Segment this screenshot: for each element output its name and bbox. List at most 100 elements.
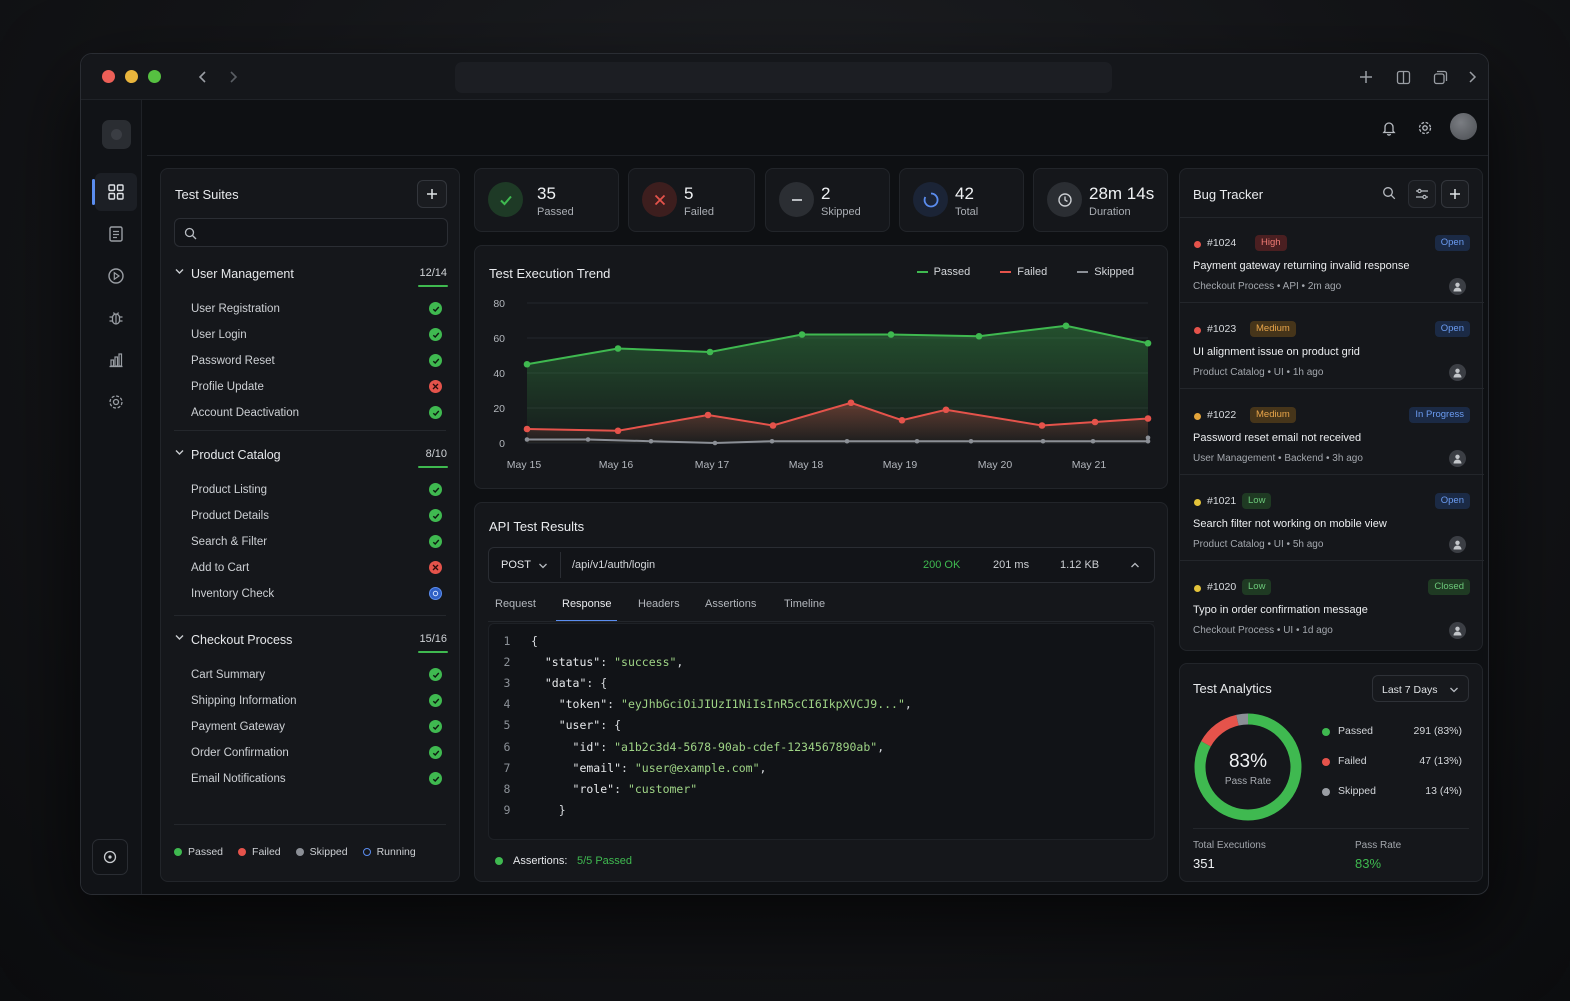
data-point[interactable] [887,331,895,338]
data-point[interactable] [1145,438,1151,444]
address-bar[interactable] [455,62,1112,93]
data-point[interactable] [523,425,531,433]
tab-headers[interactable]: Headers [638,598,680,610]
endpoint-url[interactable]: /api/v1/auth/login [572,559,656,571]
data-point[interactable] [704,411,712,419]
bug-item[interactable]: #1023 Medium Open UI alignment issue on pro… [1180,304,1484,389]
data-point[interactable] [614,345,622,352]
suite-item[interactable]: Payment Gateway [174,714,448,740]
sidebar-item-bugs[interactable] [95,299,137,337]
bug-item[interactable]: #1020 Low Closed Typo in order confirmation… [1180,562,1484,647]
data-point[interactable] [769,438,775,444]
data-point[interactable] [1144,339,1152,347]
chevron-down-icon[interactable] [174,447,185,458]
sidebar-item-reports[interactable] [95,215,137,253]
status-badge[interactable]: Closed [1428,579,1470,595]
data-point[interactable] [898,416,906,424]
suite-group-header[interactable]: Product Catalog 8/10 [174,445,448,468]
bug-item[interactable]: #1022 Medium In Progress Password reset ema… [1180,390,1484,475]
data-point[interactable] [968,438,974,444]
sidebar-item-dashboard[interactable] [92,173,137,211]
add-bug-button[interactable] [1441,180,1469,208]
suite-item[interactable]: Search & Filter [174,529,448,555]
status-badge[interactable]: Open [1434,493,1470,509]
date-range-select[interactable]: Last 7 Days [1372,675,1469,702]
response-body[interactable]: 1{2 "status": "success", 3 "data": {4 "to… [488,623,1155,840]
bug-item[interactable]: #1024 High Open Payment gateway returning i… [1180,218,1484,303]
data-point[interactable] [975,332,983,340]
data-point[interactable] [614,427,622,435]
suite-group-header[interactable]: User Management 12/14 [174,264,448,287]
tabs-overview-icon[interactable] [1429,66,1451,88]
suite-item[interactable]: Email Notifications [174,766,448,792]
minimize-window-button[interactable] [125,70,138,83]
suite-group-header[interactable]: Checkout Process 15/16 [174,630,448,653]
suite-item[interactable]: User Login [174,322,448,348]
sidebar-item-settings[interactable] [95,383,137,421]
donut-slice-skipped[interactable] [1194,713,1302,821]
chevron-right-icon[interactable] [1461,66,1483,88]
tab-response[interactable]: Response [562,598,612,610]
user-avatar-icon[interactable] [1449,364,1466,381]
user-avatar-icon[interactable] [1449,536,1466,553]
suite-item[interactable]: Product Listing [174,477,448,503]
maximize-window-button[interactable] [148,70,161,83]
suite-item[interactable]: Inventory Check [174,581,448,607]
search-input[interactable] [174,218,448,247]
suite-item[interactable]: Add to Cart [174,555,448,581]
tab-timeline[interactable]: Timeline [784,598,826,610]
suite-item[interactable]: Shipping Information [174,688,448,714]
data-point[interactable] [1145,435,1151,441]
suite-item[interactable]: Profile Update [174,374,448,400]
data-point[interactable] [1091,418,1099,426]
data-point[interactable] [798,331,806,338]
tab-request[interactable]: Request [495,598,536,610]
bug-item[interactable]: #1021 Low Open Search filter not working on… [1180,476,1484,561]
data-point[interactable] [942,406,950,414]
data-point[interactable] [1062,322,1070,330]
close-window-button[interactable] [102,70,115,83]
suite-item[interactable]: Product Details [174,503,448,529]
suite-item[interactable]: Account Deactivation [174,400,448,426]
data-point[interactable] [706,348,714,356]
data-point[interactable] [523,360,531,368]
sidebar-toggle-icon[interactable] [1392,66,1414,88]
data-point[interactable] [914,438,920,444]
user-avatar-icon[interactable] [1449,278,1466,295]
data-point[interactable] [1038,422,1046,429]
chevron-down-icon[interactable] [174,266,185,277]
chevron-down-icon[interactable] [538,562,548,570]
new-tab-icon[interactable] [1355,66,1377,88]
bell-icon[interactable] [1379,118,1399,138]
data-point[interactable] [1040,438,1046,444]
filter-button[interactable] [1408,180,1436,208]
gear-icon[interactable] [1415,118,1435,138]
method-select[interactable]: POST [501,559,531,571]
data-point[interactable] [847,399,855,407]
data-point[interactable] [524,437,530,442]
suite-item[interactable]: Order Confirmation [174,740,448,766]
data-point[interactable] [712,440,718,446]
suite-item[interactable]: User Registration [174,296,448,322]
suite-item[interactable]: Cart Summary [174,662,448,688]
data-point[interactable] [648,438,654,444]
add-suite-button[interactable] [417,180,447,208]
search-icon[interactable] [1382,186,1396,200]
avatar[interactable] [1450,113,1477,140]
sidebar-item-analytics[interactable] [95,341,137,379]
tab-assertions[interactable]: Assertions [705,598,757,610]
chevron-up-icon[interactable] [1130,561,1140,569]
back-icon[interactable] [192,66,214,88]
chevron-down-icon[interactable] [174,632,185,643]
data-point[interactable] [1144,415,1152,422]
status-badge[interactable]: In Progress [1409,407,1470,423]
data-point[interactable] [585,437,591,442]
suite-item[interactable]: Password Reset [174,348,448,374]
user-avatar-icon[interactable] [1449,450,1466,467]
sidebar-item-runs[interactable] [95,257,137,295]
user-avatar-icon[interactable] [1449,622,1466,639]
sidebar-collapse-button[interactable] [92,839,128,875]
forward-icon[interactable] [222,66,244,88]
status-badge[interactable]: Open [1434,321,1470,337]
status-badge[interactable]: Open [1434,235,1470,251]
